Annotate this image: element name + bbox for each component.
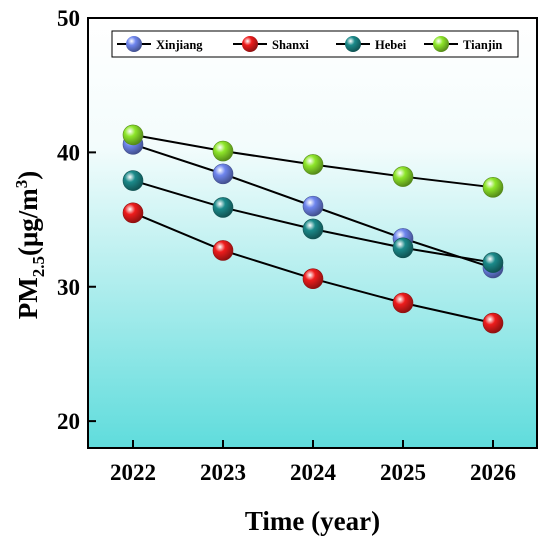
data-point-shanxi — [392, 292, 414, 314]
axes: 20 30 40 50 2022 2023 2024 2025 2026 — [57, 6, 516, 485]
y-axis-title-superscript: 3 — [12, 180, 31, 189]
data-point-shanxi — [212, 240, 234, 261]
data-point-hebei — [302, 218, 324, 240]
x-tick-label: 2023 — [200, 460, 246, 485]
y-tick-label: 20 — [57, 409, 80, 434]
y-axis-title-prefix: PM — [13, 277, 43, 319]
series-markers — [122, 124, 504, 334]
data-point-shanxi — [122, 202, 144, 224]
y-tick-label: 30 — [57, 275, 80, 300]
legend-label-hebei: Hebei — [375, 38, 407, 52]
x-tick-label: 2026 — [470, 460, 516, 485]
data-point-tianjin — [212, 140, 234, 162]
y-tick-label: 40 — [57, 140, 80, 165]
data-point-xinjiang — [212, 163, 234, 185]
x-tick-label: 2022 — [110, 460, 156, 485]
data-point-shanxi — [302, 268, 324, 289]
legend-marker-hebei — [345, 36, 361, 52]
x-axis-title: Time (year) — [245, 506, 380, 536]
data-point-tianjin — [482, 177, 504, 198]
data-point-hebei — [122, 170, 144, 191]
data-point-hebei — [392, 237, 414, 259]
x-tick-label: 2025 — [380, 460, 426, 485]
legend-marker-tianjin — [433, 36, 449, 52]
data-point-xinjiang — [302, 195, 324, 217]
data-point-tianjin — [302, 154, 324, 175]
y-tick-label: 50 — [57, 6, 80, 31]
y-axis-title: PM2.5(μg/m3) — [12, 171, 48, 320]
data-point-hebei — [212, 197, 234, 218]
legend-marker-shanxi — [242, 36, 258, 52]
legend-label-tianjin: Tianjin — [463, 38, 502, 52]
data-point-shanxi — [482, 312, 504, 334]
data-point-hebei — [482, 252, 504, 273]
legend-label-shanxi: Shanxi — [272, 38, 309, 52]
legend-marker-xinjiang — [126, 36, 142, 52]
data-point-tianjin — [122, 124, 144, 146]
y-axis-title-unit: (μg/m — [13, 188, 43, 256]
x-tick-label: 2024 — [290, 460, 337, 485]
legend-label-xinjiang: Xinjiang — [156, 38, 203, 52]
y-axis-title-subscript: 2.5 — [29, 256, 48, 277]
y-axis-title-close: ) — [13, 171, 43, 180]
legend: Xinjiang Shanxi Hebei Tianjin — [111, 30, 519, 58]
data-point-tianjin — [392, 166, 414, 187]
